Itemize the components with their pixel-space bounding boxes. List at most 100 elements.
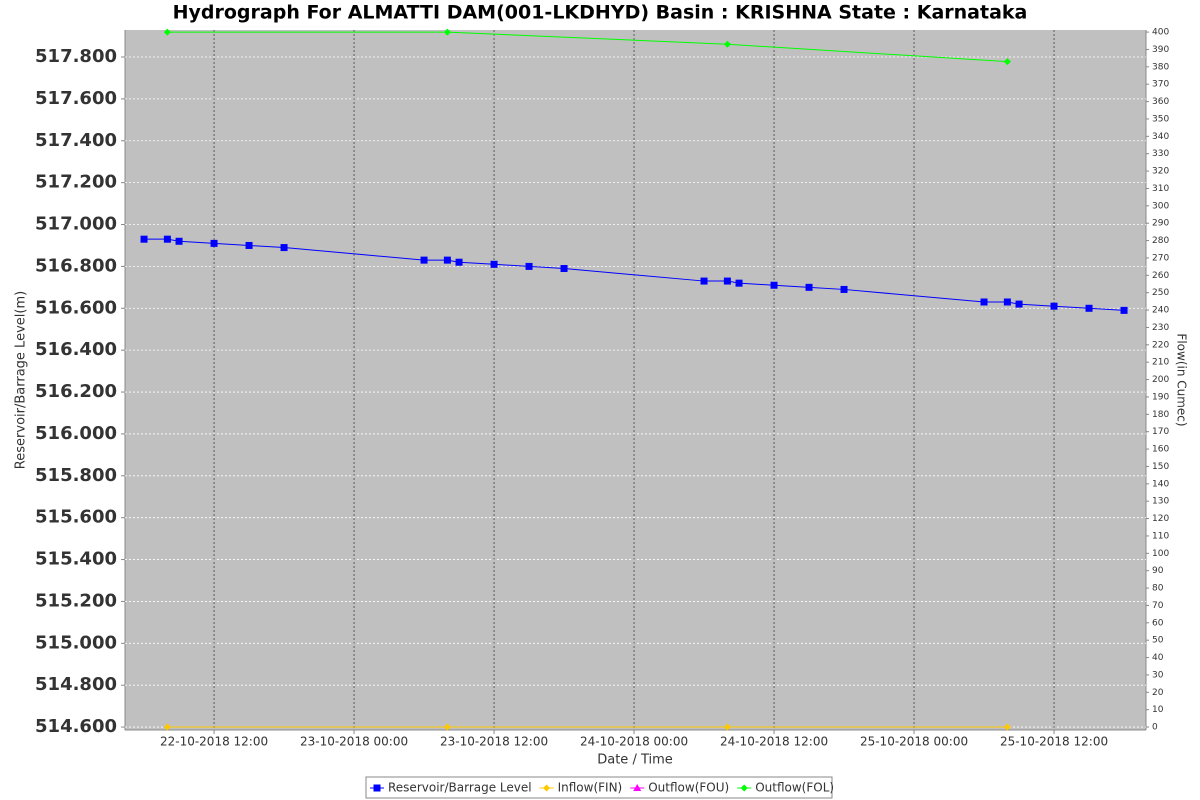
legend	[365, 776, 833, 799]
y2-tick-label: 270	[1152, 253, 1169, 263]
point	[443, 723, 451, 731]
y2-tick-label: 370	[1152, 80, 1169, 90]
point	[175, 237, 183, 245]
series-line	[167, 31, 1008, 63]
point	[840, 285, 848, 293]
y2-tick-label: 360	[1152, 97, 1169, 107]
x-tick-label: 25-10-2018 00:00	[860, 735, 968, 749]
y2-tick-label: 220	[1152, 340, 1169, 350]
point	[1085, 304, 1093, 312]
y2-tick-label: 0	[1152, 723, 1158, 733]
point	[443, 256, 451, 264]
y-tick-label: 514.600	[35, 716, 117, 737]
y-tick-label: 517.000	[35, 214, 117, 235]
point	[455, 258, 463, 266]
point	[1003, 58, 1011, 66]
point	[805, 283, 813, 291]
y-tick-label: 516.000	[35, 423, 117, 444]
x-tick-label: 22-10-2018 12:00	[160, 735, 268, 749]
point	[980, 298, 988, 306]
point	[1003, 723, 1011, 731]
y2-tick-label: 210	[1152, 358, 1169, 368]
y2-tick-label: 60	[1152, 618, 1164, 628]
point	[740, 784, 748, 792]
point	[420, 256, 428, 264]
point	[163, 28, 171, 36]
y2-tick-label: 20	[1152, 688, 1164, 698]
point	[723, 277, 731, 285]
y2-tick-label: 160	[1152, 445, 1169, 455]
y2-tick-label: 320	[1152, 167, 1169, 177]
y2-tick-label: 80	[1152, 584, 1164, 594]
y-tick-label: 515.200	[35, 590, 117, 611]
y2-tick-label: 90	[1152, 566, 1164, 576]
point	[490, 260, 498, 268]
legend-label: Inflow(FIN)	[558, 781, 623, 795]
y2-tick-label: 150	[1152, 462, 1169, 472]
point	[1050, 302, 1058, 310]
y-tick-label: 517.400	[35, 130, 117, 151]
y2-tick-label: 340	[1152, 132, 1169, 142]
y2-tick-label: 330	[1152, 149, 1169, 159]
y-tick-label: 515.400	[35, 549, 117, 570]
y2-tick-label: 260	[1152, 271, 1169, 281]
y2-tick-label: 40	[1152, 653, 1164, 663]
point	[700, 277, 708, 285]
y-tick-label: 516.400	[35, 339, 117, 360]
y2-tick-label: 300	[1152, 201, 1169, 211]
y-tick-label: 517.600	[35, 88, 117, 109]
y2-tick-label: 310	[1152, 184, 1169, 194]
y2-tick-label: 70	[1152, 601, 1164, 611]
point	[633, 784, 642, 791]
point	[443, 28, 451, 36]
point	[543, 784, 551, 792]
y2-tick-label: 200	[1152, 375, 1169, 385]
x-tick-label: 23-10-2018 00:00	[300, 735, 408, 749]
y-tick-label: 514.800	[35, 674, 117, 695]
y2-tick-label: 390	[1152, 45, 1169, 55]
point	[1120, 306, 1128, 314]
y2-tick-label: 110	[1152, 531, 1169, 541]
x-tick-label: 24-10-2018 12:00	[720, 735, 828, 749]
y-tick-label: 516.600	[35, 297, 117, 318]
x-tick-label: 24-10-2018 00:00	[580, 735, 688, 749]
point	[245, 241, 253, 249]
point	[163, 235, 171, 243]
y2-tick-label: 190	[1152, 392, 1169, 402]
point	[163, 723, 171, 731]
point	[560, 264, 568, 272]
legend-label: Outflow(FOL)	[755, 781, 834, 795]
point	[525, 262, 533, 270]
y-tick-label: 515.600	[35, 507, 117, 528]
plot-area	[125, 30, 1146, 730]
y2-tick-label: 350	[1152, 114, 1169, 124]
y2-tick-label: 10	[1152, 705, 1164, 715]
y2-axis-label: Flow(in Cumec)	[1175, 333, 1189, 426]
y2-tick-label: 170	[1152, 427, 1169, 437]
y2-tick-label: 240	[1152, 306, 1169, 316]
y2-tick-label: 50	[1152, 636, 1164, 646]
x-axis-label: Date / Time	[597, 753, 673, 768]
point	[280, 244, 288, 252]
y2-tick-label: 280	[1152, 236, 1169, 246]
point	[723, 40, 731, 48]
y-tick-label: 516.200	[35, 381, 117, 402]
y2-tick-label: 230	[1152, 323, 1169, 333]
y2-tick-label: 250	[1152, 288, 1169, 298]
y2-tick-label: 290	[1152, 219, 1169, 229]
point	[140, 235, 148, 243]
legend-label: Reservoir/Barrage Level	[388, 781, 532, 795]
point	[210, 239, 218, 247]
y2-tick-label: 120	[1152, 514, 1169, 524]
y-tick-label: 517.200	[35, 172, 117, 193]
point	[735, 279, 743, 287]
x-tick-label: 25-10-2018 12:00	[1000, 735, 1108, 749]
y2-tick-label: 140	[1152, 479, 1169, 489]
y2-tick-label: 30	[1152, 670, 1164, 680]
y-tick-label: 515.800	[35, 465, 117, 486]
x-tick-label: 23-10-2018 12:00	[440, 735, 548, 749]
point	[723, 723, 731, 731]
y-axis-label: Reservoir/Barrage Level(m)	[14, 291, 29, 469]
y-tick-label: 516.800	[35, 255, 117, 276]
